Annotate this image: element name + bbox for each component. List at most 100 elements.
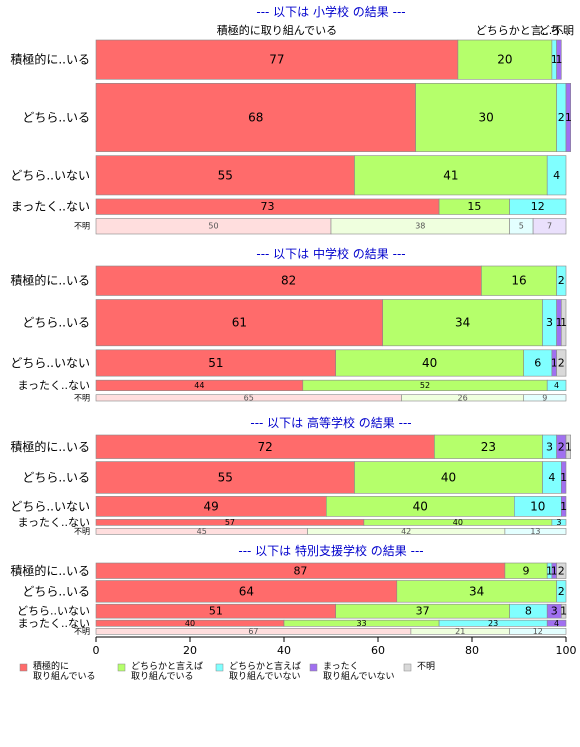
data-label: 4 [548,471,555,484]
data-label: 23 [488,619,498,628]
bar-segment [354,155,548,196]
bar-segment [95,349,336,377]
data-label: 8 [525,605,532,618]
legend-swatch [19,663,28,672]
data-label: 40 [185,619,195,628]
data-label: 4 [553,169,560,182]
legend-item: 積極的に取り組んでいる [19,660,96,682]
bar-segment [95,299,384,347]
row-label: 積極的に..いる [10,563,90,578]
bar-segment [546,155,567,196]
x-axis: 0 20 40 60 80 100 [93,636,577,657]
data-label: 21 [455,627,465,636]
bar-row: まったく..ない 40 33 23 4 [17,617,567,630]
chart-groups: 積極的に取り組んでいる どちらかと言...どち...不明--- 以下は 小学校 の… [10,4,574,636]
data-label: 1 [560,471,567,484]
bar-segment [565,83,571,152]
row-label: どちら..いる [22,316,90,330]
legend-label: 取り組んでいる [131,670,194,682]
bar-row: 積極的に..いる 82 16 2 [10,265,567,296]
data-label: 44 [194,381,204,390]
data-label: 37 [416,605,430,618]
data-label: 3 [556,518,561,527]
bar-segment [95,39,459,80]
data-label: 77 [269,53,284,67]
data-label: 55 [218,470,233,484]
bar-row: まったく..ない 73 15 12 [11,198,567,215]
legend-label: 取り組んでいる [33,670,96,682]
legend-swatch [215,663,224,672]
bar-segment [551,519,567,526]
bar-segment [556,580,567,603]
data-label: 9 [542,393,547,402]
data-label: 1 [555,53,562,66]
x-tick-label: 80 [465,644,479,657]
legend-label: どちらかと言えば [229,660,301,672]
data-label: 10 [530,499,545,513]
row-label: 不明 [74,527,90,536]
data-label: 33 [356,619,366,628]
bar-row: どちら..いない 51 40 6 1 2 [10,349,567,377]
row-label: 積極的に..いる [10,439,90,454]
row-label: どちら..いない [10,499,90,513]
bar-segment [556,265,567,296]
data-label: 9 [523,564,530,577]
data-label: 23 [481,440,496,454]
bar-row: 不明 45 42 13 [74,527,567,536]
row-label: まったく..ない [11,200,90,214]
row-label: 不明 [74,393,90,402]
data-label: 65 [244,393,254,402]
bar-row: どちら..いる 55 40 4 1 [22,461,567,494]
data-label: 6 [534,356,541,369]
legend-label: どちらかと言えば [131,660,203,672]
data-label: 45 [197,527,207,536]
data-label: 1 [551,53,558,66]
data-label: 12 [531,200,545,213]
bar-row: 不明 50 38 5 7 [74,218,567,235]
data-label: 16 [511,274,526,288]
bar-segment [382,299,543,347]
data-label: 34 [455,316,470,330]
bar-segment [556,39,562,80]
data-label: 42 [401,527,411,536]
bar-row: どちら..いない 55 41 4 [10,155,567,196]
data-label: 1 [560,500,567,513]
bar-segment [95,155,355,196]
x-tick-label: 100 [556,644,577,657]
bar-row: 不明 67 21 12 [74,627,567,636]
group-2: --- 以下は 高等学校 の結果 ---積極的に..いる 72 23 3 2 1どちら..… [10,415,571,536]
bar-segment [556,349,567,377]
legend-swatch [309,663,318,672]
data-label: 30 [478,110,493,124]
bar-segment [560,299,567,347]
data-label: 2 [558,585,565,598]
data-label: 50 [208,222,218,231]
data-label: 1 [565,440,572,453]
bar-segment [95,265,482,296]
legend-label: まったく [323,661,359,672]
data-label: 34 [469,584,484,598]
data-label: 2 [558,274,565,287]
group-3: --- 以下は 特別支援学校 の結果 ---積極的に..いる 87 9 11 2どちら.… [10,543,567,636]
bar-segment [556,562,567,579]
bar-row: 不明 65 26 9 [74,393,567,402]
data-label: 57 [225,518,235,527]
group-title: --- 以下は 小学校 の結果 --- [256,4,405,19]
bar-row: どちら..いる 61 34 3 11 [22,299,567,347]
legend-swatch [403,663,412,672]
bar-row: まったく..ない 44 52 4 [17,379,567,392]
x-tick-label: 60 [371,644,385,657]
data-label: 1 [565,111,572,124]
data-label: 67 [248,627,258,636]
data-label: 26 [458,393,468,402]
data-label: 20 [497,53,512,67]
data-label: 1 [551,356,558,369]
data-label: 41 [443,168,458,182]
x-tick-label: 0 [93,644,100,657]
row-label: どちら..いる [22,470,90,484]
row-label: 積極的に..いる [10,273,90,288]
data-label: 15 [467,200,481,213]
group-title: --- 以下は 中学校 の結果 --- [256,246,405,261]
data-label: 2 [558,356,565,369]
